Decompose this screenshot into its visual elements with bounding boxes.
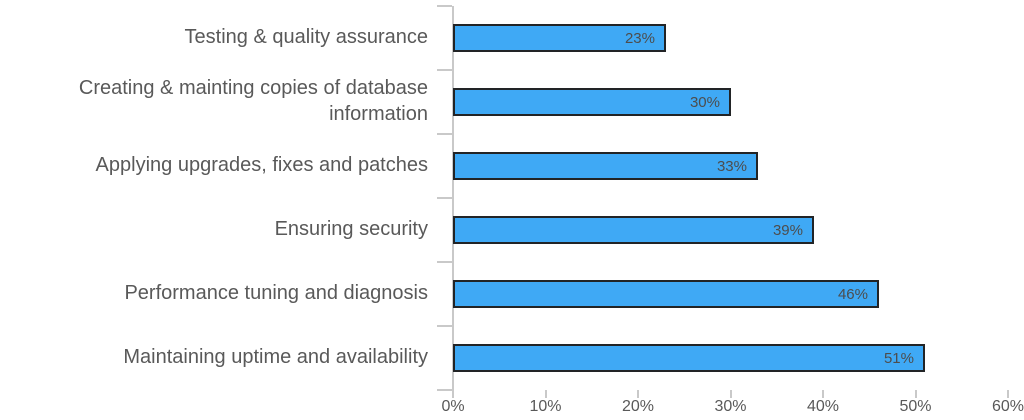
y-axis-tick: [437, 389, 452, 391]
y-axis-tick: [437, 69, 452, 71]
y-axis-line: [452, 6, 454, 397]
x-axis-tick-label: 20%: [621, 398, 655, 415]
category-label: Maintaining uptime and availability: [123, 346, 428, 369]
x-axis-tick: [914, 390, 917, 398]
x-axis-tick: [822, 390, 824, 398]
category-label: Performance tuning and diagnosis: [124, 282, 428, 305]
x-axis-tick: [729, 390, 732, 398]
y-axis-tick: [437, 5, 452, 7]
bar: 46%: [453, 280, 879, 308]
bar-value-label: 39%: [772, 221, 803, 239]
x-axis-tick-label: 50%: [899, 398, 932, 415]
category-label: Creating & mainting copies of database i…: [78, 77, 428, 125]
bar: 33%: [453, 152, 758, 180]
x-axis-tick-label: 30%: [714, 398, 747, 415]
x-axis-tick: [637, 390, 639, 398]
x-axis-tick: [544, 390, 547, 398]
x-axis-tick: [1007, 390, 1009, 398]
category-label: Applying upgrades, fixes and patches: [95, 154, 428, 177]
bar: 30%: [453, 88, 731, 116]
y-axis-tick: [437, 197, 452, 199]
y-axis-tick: [437, 133, 452, 135]
category-label: Ensuring security: [274, 218, 428, 241]
x-axis-tick-label: 10%: [529, 398, 562, 415]
y-axis-tick: [437, 261, 452, 263]
bar: 23%: [453, 24, 666, 52]
x-axis-tick-label: 60%: [991, 398, 1024, 415]
x-axis-tick-label: 40%: [806, 398, 840, 415]
bar: 51%: [453, 344, 925, 372]
bar: 39%: [453, 216, 814, 244]
bar-value-label: 46%: [837, 285, 868, 303]
x-axis-tick: [452, 390, 454, 398]
bar-value-label: 23%: [624, 29, 655, 47]
bar-value-label: 51%: [883, 349, 914, 367]
category-label: Testing & quality assurance: [184, 26, 428, 49]
x-axis-tick-label: 0%: [441, 398, 465, 415]
y-axis-tick: [437, 325, 452, 327]
bar-value-label: 30%: [689, 93, 720, 111]
bar-value-label: 33%: [716, 157, 747, 175]
